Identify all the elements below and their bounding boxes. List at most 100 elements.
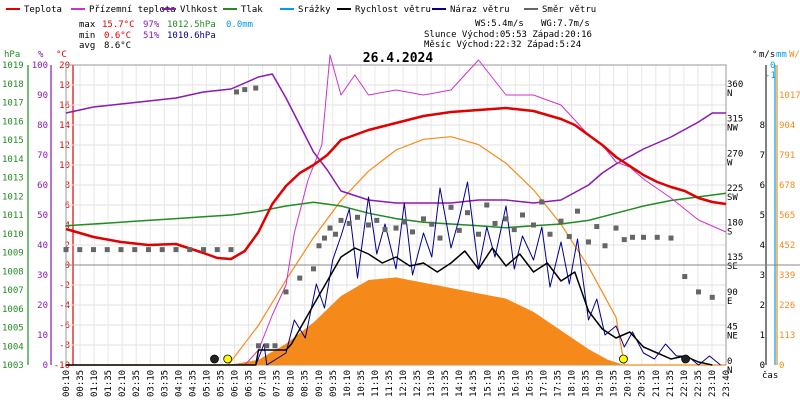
wm2-unit-label: W/m² [789,50,800,60]
time-tick: 12:10 [399,370,409,397]
deg-unit-label: ° [752,50,757,60]
deg-tick: 315 [727,115,743,125]
time-tick: 22:35 [694,370,704,397]
hpa-tick: 1003 [2,361,24,371]
hpa-tick: 1017 [2,99,24,109]
wm2-tick: 565 [779,211,795,221]
time-tick: 07:35 [273,370,283,397]
wind-direction-point [214,247,220,253]
stat-min-press: 1010.6hPa [167,31,216,41]
time-tick: 22:10 [680,370,690,397]
deg-tick: 180 [727,219,743,229]
marker-východ-slunce [223,354,233,364]
wind-direction-point [118,247,124,253]
time-tick: 10:35 [357,370,367,397]
wind-direction-point [602,243,608,249]
wind-direction-point [104,247,110,253]
wind-sun-info: WS:5.4m/s WG:7.7m/s Slunce Východ:05:53 … [424,19,592,50]
temp-tick: 2 [65,241,70,251]
hpa-tick: 1015 [2,136,24,146]
wind-speed-info: WS:5.4m/s [475,19,524,29]
time-tick: 20:10 [624,370,634,397]
time-tick: 23:40 [722,370,732,397]
wind-direction-point [410,229,415,235]
wind-direction-point [234,89,239,95]
wind-direction-point [520,212,525,218]
wind-direction-point [492,220,498,226]
time-tick: 04:10 [174,370,184,397]
temperature-line [65,106,727,261]
temp-tick: 10 [59,161,70,171]
deg-dir-tick: SE [727,262,738,272]
time-tick: 05:10 [202,370,212,397]
time-tick: 13:35 [441,370,451,397]
temp-tick: -4 [59,301,70,311]
legend-label-4: Tlak [241,5,263,15]
legend-label-2: Přízemní teplota [89,5,176,15]
hpa-tick: 1007 [2,286,24,296]
time-tick: 05:35 [216,370,226,397]
pct-tick: 60 [37,181,48,191]
wind-gust-info: WG:7.7m/s [541,19,590,29]
wind-direction-point [366,222,371,228]
time-tick: 00:10 [62,370,72,397]
wind-direction-point [242,87,248,93]
legend-label-3: Vlhkost [180,5,218,15]
legend-label-6: Rychlost větru [355,5,431,15]
stat-avg-label: avg [79,41,95,51]
wind-direction-point [630,234,635,240]
wind-direction-point [682,274,688,280]
wind-direction-point [401,219,407,225]
marker-východ-měsíce [681,354,690,364]
ms-tick: 7 [760,151,765,161]
time-tick: 08:10 [287,370,297,397]
wm2-tick: 791 [779,151,795,161]
plot-area [63,54,800,366]
time-tick: 01:10 [90,370,100,397]
legend-label-1: Teplota [24,5,62,15]
chart-title: 26.4.2024 [363,51,434,66]
pct-tick: 10 [37,331,48,341]
wind-direction-point [322,235,327,241]
wm2-tick: 226 [779,301,795,311]
hpa-tick: 1004 [2,342,24,352]
deg-dir-tick: S [727,228,732,238]
deg-tick: 45 [727,322,738,332]
wind-direction-point [333,231,338,237]
wm2-tick: 0 [779,361,784,371]
time-tick: 16:35 [525,370,535,397]
wm2-tick: 339 [779,271,795,281]
wm2-tick: 1017 [779,91,800,101]
wind-direction-point [297,275,303,281]
time-tick: 17:10 [539,370,549,397]
time-tick: 02:35 [132,370,142,397]
temp-tick: 18 [59,81,70,91]
time-tick: 21:35 [666,370,676,397]
time-tick: 17:35 [553,370,563,397]
mm-tick: -1 [765,71,776,81]
hpa-tick: 1009 [2,249,24,259]
time-tick: 06:10 [231,370,241,397]
deg-tick: 270 [727,149,743,159]
time-unit-label: čas [762,370,778,381]
time-tick: 23:10 [708,370,718,397]
wind-direction-point [382,227,388,233]
wind-direction-point [511,227,517,233]
wind-direction-point [586,239,591,245]
wind-direction-point [696,289,701,295]
ms-tick: 1 [760,331,765,341]
temp-tick: -10 [54,361,70,371]
time-tick: 15:10 [483,370,493,397]
wind-direction-point [159,247,165,253]
stat-max-rain: 0.0mm [226,20,253,30]
time-tick: 19:10 [596,370,606,397]
time-tick: 19:35 [610,370,620,397]
stat-avg-temp: 8.6°C [104,41,131,51]
time-tick: 04:35 [188,370,198,397]
theoretical-radiation-line [66,136,726,366]
wind-direction-point [374,217,380,223]
deg-tick: 90 [727,288,738,298]
stat-max-press: 1012.5hPa [167,20,216,30]
pct-tick: 20 [37,301,48,311]
